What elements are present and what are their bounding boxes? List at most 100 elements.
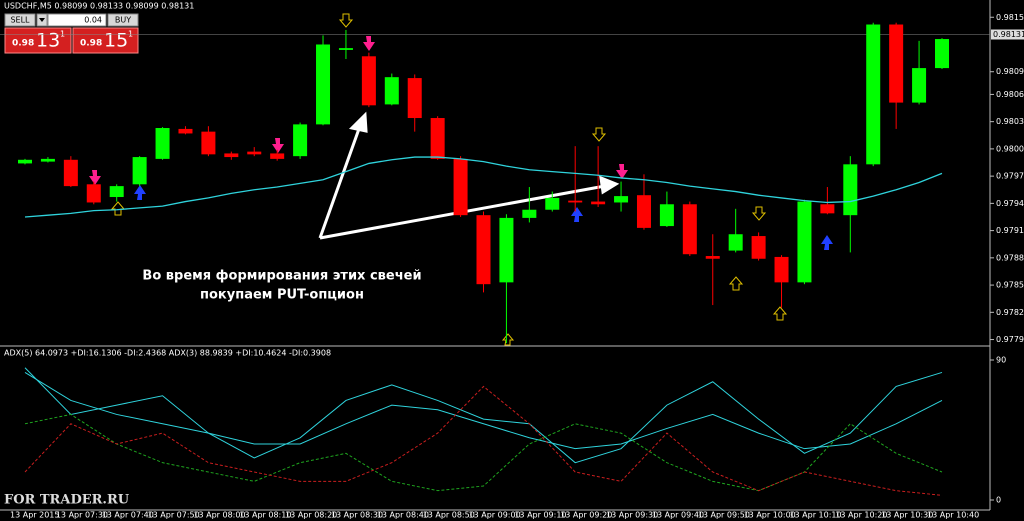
candle-body <box>155 128 170 159</box>
y-tick-label: 0.98005 <box>996 144 1024 153</box>
candle-body <box>40 158 55 162</box>
candle-body <box>63 159 78 187</box>
x-tick-label: 13 Apr 2015 <box>10 511 59 520</box>
x-tick-label: 13 Apr 09:00 <box>469 511 521 520</box>
x-tick-label: 13 Apr 07:30 <box>56 511 108 520</box>
x-tick-label: 13 Apr 10:40 <box>927 511 979 520</box>
candle-body <box>797 201 812 283</box>
y-tick-label: 0.98035 <box>996 117 1024 126</box>
x-tick-label: 13 Apr 08:30 <box>331 511 383 520</box>
last-price-label: 0.98131 <box>993 30 1024 39</box>
y-tick-label: 90 <box>996 356 1006 365</box>
signal-arrow <box>363 36 375 51</box>
candle-body <box>843 164 858 216</box>
last-price-box <box>991 29 1024 40</box>
candle-body <box>132 157 147 185</box>
candle-body <box>636 195 651 228</box>
y-tick-label: 0.97855 <box>996 281 1024 290</box>
indicator-line <box>24 385 943 496</box>
indicator-line <box>24 372 943 450</box>
sell-label: SELL <box>10 16 30 25</box>
ask-box[interactable] <box>72 27 139 54</box>
y-tick-label: 0.97945 <box>996 199 1024 208</box>
annotation-text: покупаем PUT-опцион <box>200 288 364 303</box>
candle-body <box>728 234 743 251</box>
x-tick-label: 13 Apr 09:30 <box>606 511 658 520</box>
candle-body <box>545 197 560 210</box>
candle-body <box>247 151 262 155</box>
candle-body <box>682 204 697 255</box>
x-tick-label: 13 Apr 08:50 <box>423 511 475 520</box>
y-tick-label: 0.97795 <box>996 335 1024 344</box>
x-tick-label: 13 Apr 10:00 <box>744 511 796 520</box>
x-tick-label: 13 Apr 10:10 <box>789 511 841 520</box>
signal-arrow <box>110 201 126 216</box>
candle-body <box>384 77 399 105</box>
x-tick-label: 13 Apr 08:40 <box>377 511 429 520</box>
arrow-head <box>599 175 620 195</box>
signal-arrow <box>501 333 515 346</box>
buy-button[interactable] <box>107 13 139 27</box>
x-tick-label: 13 Apr 09:20 <box>560 511 612 520</box>
ask-pips: 15 <box>104 30 128 52</box>
bid-pips: 13 <box>36 30 60 52</box>
candle-body <box>912 68 927 103</box>
candle-body <box>774 256 789 283</box>
y-tick-label: 0.97825 <box>996 308 1024 317</box>
signal-arrow <box>772 306 788 321</box>
x-tick-label: 13 Apr 10:30 <box>881 511 933 520</box>
candle-body <box>338 48 353 50</box>
candle-body <box>889 24 904 103</box>
candle-body <box>935 39 949 69</box>
bid-big: 0.98 <box>12 39 34 49</box>
x-tick-label: 13 Apr 08:20 <box>285 511 337 520</box>
arrow-head <box>348 111 368 133</box>
symbol-header: USDCHF,M5 0.98099 0.98133 0.98099 0.9813… <box>4 2 194 11</box>
trade-panel: SELL 0.04 BUY 0.98 13 1 0.98 15 1 <box>4 13 139 54</box>
candle-body <box>407 78 422 119</box>
signal-arrow <box>272 138 284 153</box>
x-tick-label: 13 Apr 09:40 <box>652 511 704 520</box>
y-tick-label: 0.97975 <box>996 172 1024 181</box>
candle-body <box>659 204 674 227</box>
signal-arrow <box>338 13 354 28</box>
signal-arrow <box>89 170 101 185</box>
signal-arrow <box>821 235 833 250</box>
candle-body <box>430 118 445 159</box>
candle-body <box>614 196 629 203</box>
sell-button[interactable] <box>4 13 36 27</box>
signal-arrow <box>616 164 628 179</box>
x-tick-label: 13 Apr 09:10 <box>514 511 566 520</box>
bid-box[interactable] <box>4 27 72 54</box>
candle-body <box>591 201 606 205</box>
x-tick-label: 13 Apr 07:40 <box>102 511 154 520</box>
candle-body <box>178 128 193 134</box>
candle-body <box>270 153 285 159</box>
moving-average <box>24 156 943 218</box>
y-tick-label: 0.97915 <box>996 226 1024 235</box>
candle-body <box>453 158 468 216</box>
signal-arrows <box>89 13 833 346</box>
x-tick-label: 13 Apr 08:10 <box>239 511 291 520</box>
candle-body <box>568 200 583 203</box>
candle-body <box>18 159 32 164</box>
buy-label: BUY <box>115 16 131 25</box>
signal-arrow <box>751 206 767 221</box>
candle-body <box>499 217 514 283</box>
lot-field[interactable] <box>47 13 107 27</box>
candle-body <box>293 124 308 157</box>
arrow-shaft <box>318 125 362 239</box>
signal-arrow <box>134 185 146 200</box>
signal-arrow <box>728 276 744 291</box>
y-tick-label: 0.97885 <box>996 253 1024 262</box>
candle-body <box>224 153 239 158</box>
indicator-header: ADX(5) 64.0973 +DI:16.1306 -DI:2.4368 AD… <box>4 349 331 358</box>
x-tick-label: 13 Apr 07:50 <box>148 511 200 520</box>
candle-body <box>751 236 766 259</box>
candle-body <box>201 131 216 155</box>
candle-body <box>109 186 124 198</box>
candle-body <box>820 204 835 214</box>
